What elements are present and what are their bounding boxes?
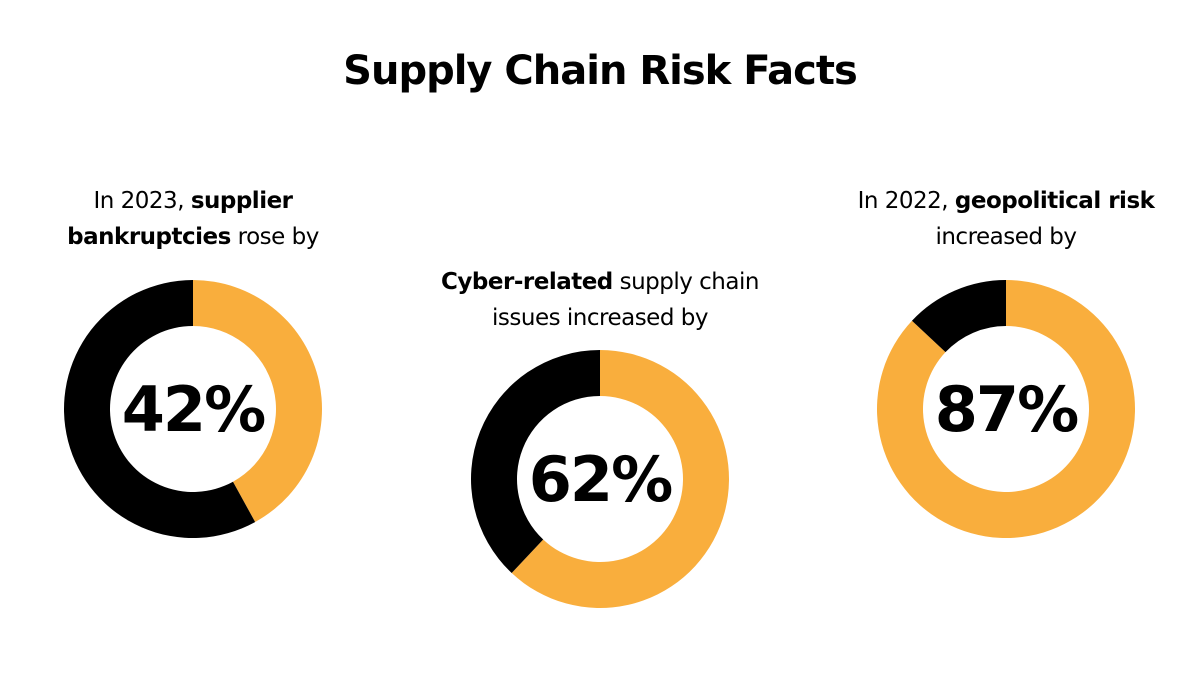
caption-2: Cyber-related supply chain issues increas… [420, 264, 780, 336]
donut-center-label: 42% [122, 373, 265, 446]
caption-text: In 2022, [857, 188, 955, 214]
caption-text: geopolitical risk [954, 188, 1155, 214]
caption-text: Cyber-related [441, 269, 613, 295]
caption-text: bankruptcies [67, 224, 231, 250]
donut-slice-value [193, 280, 322, 523]
donut-slice-value [877, 280, 1136, 538]
caption-3: In 2022, geopolitical risk increased by [826, 183, 1186, 255]
caption-text: supplier [190, 188, 293, 214]
caption-text: In 2023, [93, 188, 191, 214]
donut-slice-value [511, 350, 730, 608]
donut-slice-remainder [470, 350, 600, 574]
caption-text: rose by [230, 224, 320, 250]
caption-1: In 2023, supplier bankruptcies rose by [13, 183, 373, 255]
caption-text: issues increased by [492, 305, 708, 331]
donut-center-label: 62% [529, 443, 672, 516]
donut-slice-remainder [911, 280, 1006, 353]
caption-text: supply chain [612, 269, 760, 295]
page-title: Supply Chain Risk Facts [343, 48, 858, 94]
caption-text: increased by [935, 224, 1077, 250]
donut-slice-remainder [63, 280, 256, 538]
donut-center-label: 87% [935, 373, 1078, 446]
